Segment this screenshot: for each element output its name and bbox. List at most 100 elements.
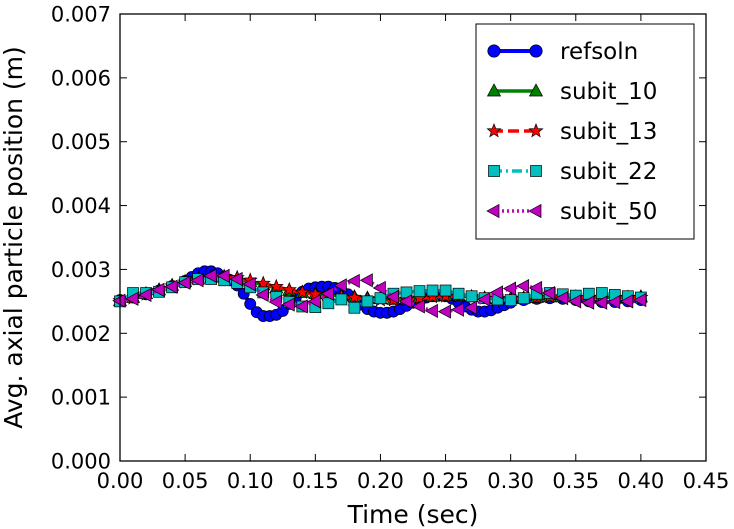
data-point-subit_50 bbox=[502, 281, 517, 296]
data-point-subit_50 bbox=[620, 294, 634, 309]
legend-marker-subit_10 bbox=[528, 83, 544, 97]
y-axis-title: Avg. axial particle position (m) bbox=[0, 46, 28, 429]
data-point-subit_13 bbox=[268, 278, 284, 294]
data-point-subit_50 bbox=[125, 291, 139, 306]
data-point-subit_22 bbox=[452, 287, 465, 300]
legend-label: subit_13 bbox=[560, 119, 657, 145]
data-point-subit_50 bbox=[177, 275, 191, 290]
y-tick-label: 0.001 bbox=[51, 386, 111, 410]
legend-marker-subit_22 bbox=[488, 165, 500, 177]
data-point-subit_13 bbox=[255, 275, 271, 290]
legend-marker-subit_10 bbox=[486, 83, 502, 97]
series-layer bbox=[112, 265, 649, 322]
legend-marker-subit_13 bbox=[486, 123, 502, 138]
legend: refsoln subit_10 subit_13 subit_22 subit_50 bbox=[475, 23, 695, 240]
data-point-subit_50 bbox=[190, 273, 204, 288]
data-point-subit_50 bbox=[555, 291, 569, 306]
legend-marker-subit_50 bbox=[486, 203, 500, 219]
y-tick-label: 0.007 bbox=[51, 3, 111, 27]
x-axis-title: Time (sec) bbox=[347, 500, 479, 529]
axes-layer: 0.00 0.05 0.10 0.15 0.20 0.25 0.30 0.35 0.40 0.45… bbox=[51, 3, 730, 494]
y-tick-label: 0.002 bbox=[51, 322, 111, 346]
data-point-subit_50 bbox=[203, 268, 217, 283]
data-point-subit_50 bbox=[281, 297, 295, 312]
data-point-subit_50 bbox=[138, 287, 152, 303]
data-point-subit_22 bbox=[413, 285, 426, 297]
data-point-subit_50 bbox=[437, 304, 451, 319]
data-point-subit_13 bbox=[294, 284, 310, 299]
legend-marker-subit_22 bbox=[530, 165, 542, 177]
data-point-subit_50 bbox=[242, 277, 256, 292]
y-tick-label: 0.003 bbox=[51, 258, 111, 282]
legend-marker-subit_50 bbox=[528, 203, 542, 219]
data-point-subit_50 bbox=[568, 294, 582, 309]
data-point-subit_50 bbox=[229, 271, 243, 287]
x-tick-label: 0.00 bbox=[97, 469, 144, 493]
legend-marker-refsoln bbox=[529, 44, 543, 58]
y-tick-label: 0.006 bbox=[51, 66, 111, 90]
data-point-subit_50 bbox=[607, 294, 621, 310]
data-point-subit_50 bbox=[489, 285, 503, 300]
data-point-subit_50 bbox=[268, 294, 282, 310]
data-point-subit_22 bbox=[426, 284, 439, 297]
legend-label: subit_50 bbox=[560, 199, 657, 225]
legend-entry-refsoln: refsoln bbox=[487, 39, 638, 65]
data-point-subit_50 bbox=[528, 280, 543, 296]
legend-entry-subit_10: subit_10 bbox=[486, 79, 657, 105]
data-point-subit_50 bbox=[346, 273, 360, 289]
data-point-subit_22 bbox=[504, 294, 517, 306]
x-tick-label: 0.35 bbox=[552, 469, 599, 493]
data-point-subit_50 bbox=[633, 292, 647, 308]
data-point-subit_50 bbox=[294, 299, 308, 314]
data-point-subit_50 bbox=[372, 280, 386, 296]
data-point-subit_50 bbox=[476, 292, 490, 307]
x-tick-label: 0.05 bbox=[162, 469, 209, 493]
series-subit_50 bbox=[112, 268, 647, 319]
data-point-subit_50 bbox=[333, 278, 347, 293]
data-point-subit_50 bbox=[411, 299, 425, 314]
data-point-subit_13 bbox=[281, 281, 297, 297]
data-point-subit_22 bbox=[335, 293, 348, 306]
data-point-subit_50 bbox=[581, 295, 595, 310]
data-point-subit_22 bbox=[517, 292, 530, 305]
legend-entry-subit_13: subit_13 bbox=[486, 119, 657, 145]
data-point-subit_50 bbox=[515, 278, 530, 294]
data-point-subit_22 bbox=[439, 284, 452, 297]
data-point-subit_13 bbox=[346, 289, 362, 304]
legend-label: refsoln bbox=[560, 39, 638, 65]
legend-label: subit_10 bbox=[560, 79, 657, 105]
plot-frame bbox=[119, 13, 707, 462]
data-point-subit_50 bbox=[594, 295, 608, 310]
legend-entry-subit_22: subit_22 bbox=[488, 159, 657, 185]
data-point-subit_50 bbox=[320, 286, 334, 301]
data-point-subit_50 bbox=[450, 302, 464, 317]
data-point-subit_50 bbox=[216, 268, 230, 283]
data-point-subit_50 bbox=[398, 294, 412, 309]
data-point-subit_22 bbox=[361, 295, 374, 308]
y-tick-label: 0.004 bbox=[51, 194, 111, 218]
y-tick-label: 0.000 bbox=[51, 450, 111, 474]
x-tick-label: 0.45 bbox=[683, 469, 730, 493]
x-tick-label: 0.10 bbox=[227, 469, 274, 493]
legend-marker-refsoln bbox=[487, 44, 501, 58]
data-point-subit_50 bbox=[359, 273, 373, 288]
data-point-subit_50 bbox=[463, 300, 477, 315]
data-point-subit_22 bbox=[348, 301, 361, 314]
x-tick-label: 0.15 bbox=[292, 469, 339, 493]
data-point-subit_50 bbox=[151, 282, 165, 297]
data-point-subit_50 bbox=[424, 303, 438, 319]
x-tick-label: 0.30 bbox=[487, 469, 534, 493]
data-point-subit_50 bbox=[255, 287, 269, 303]
x-tick-label: 0.25 bbox=[422, 469, 469, 493]
x-tick-label: 0.40 bbox=[618, 469, 665, 493]
x-tick-label: 0.20 bbox=[357, 469, 404, 493]
data-point-subit_50 bbox=[164, 279, 178, 294]
legend-marker-subit_13 bbox=[528, 123, 544, 138]
data-point-subit_50 bbox=[385, 289, 399, 304]
legend-label: subit_22 bbox=[560, 159, 657, 185]
y-tick-label: 0.005 bbox=[51, 130, 111, 154]
data-point-subit_50 bbox=[112, 293, 126, 308]
legend-entry-subit_50: subit_50 bbox=[486, 199, 657, 225]
data-point-refsoln bbox=[244, 297, 257, 310]
